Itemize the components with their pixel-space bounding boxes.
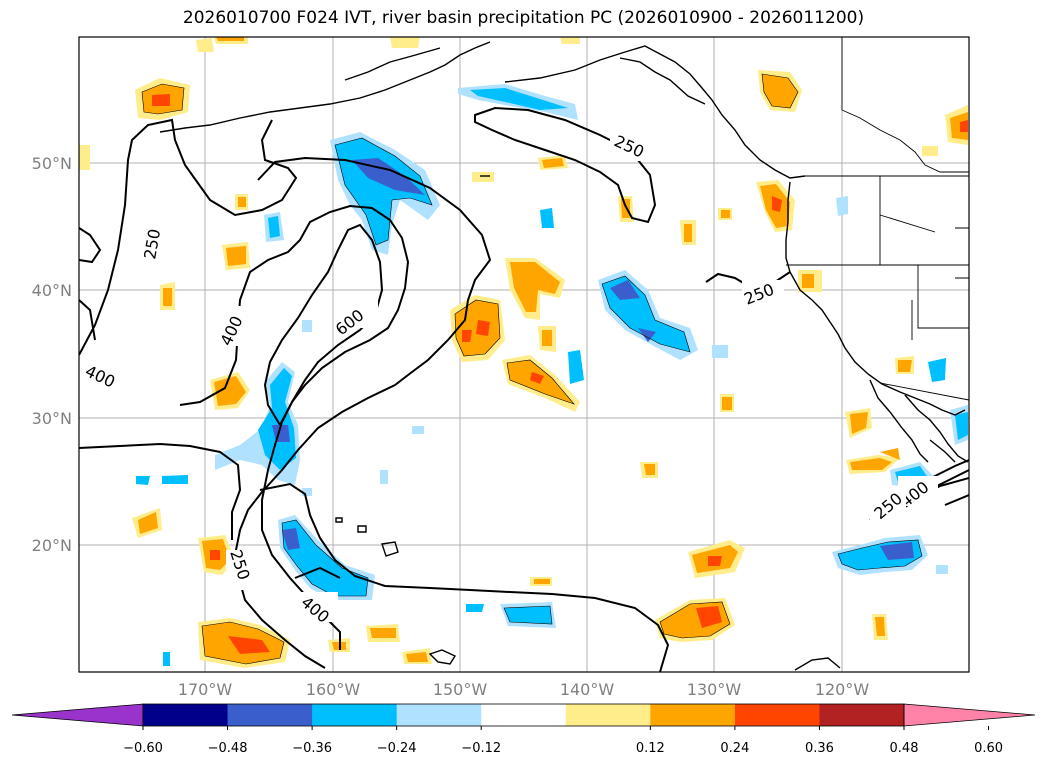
- lon-label-160w: 160°W: [306, 680, 361, 699]
- political-borders: [786, 37, 969, 401]
- ivt-contour-400-mid: [259, 482, 670, 672]
- coast-alaska: [504, 45, 806, 179]
- colorbar-segment: [734, 704, 820, 726]
- lon-label-150w: 150°W: [433, 680, 488, 699]
- coastlines: [159, 41, 969, 671]
- colorbar-tick-label: 0.48: [890, 741, 919, 756]
- colorbar-segment: [143, 704, 229, 726]
- colorbar-segment: [565, 704, 651, 726]
- map-frame: [78, 36, 970, 673]
- positive-anomaly-shading: [79, 37, 968, 668]
- colorbar-extend-high: [903, 703, 1036, 727]
- lat-label-40n: 40°N: [32, 281, 72, 300]
- colorbar-tick-label: 0.36: [805, 741, 834, 756]
- lon-label-140w: 140°W: [560, 680, 615, 699]
- ivt-contour-600: [263, 223, 384, 426]
- colorbar-tick-label: −0.12: [461, 741, 501, 756]
- ivt-contour-400-west: [79, 227, 102, 264]
- colorbar-tick-label: 0.60: [974, 741, 1003, 756]
- ivt-contour-250-northeast: [474, 106, 657, 224]
- colorbar: −0.60 −0.48 −0.36 −0.24 −0.12 0.12 0.24 0.36 0.4…: [11, 703, 1036, 756]
- ivt-contour-400: [179, 204, 410, 650]
- anomaly-outlines: [141, 73, 923, 665]
- lon-label-120w: 120°W: [815, 680, 870, 699]
- colorbar-frame: [142, 703, 905, 727]
- coast-baja: [869, 379, 929, 463]
- colorbar-segment: [650, 704, 736, 726]
- coast-aleutians: [159, 41, 491, 133]
- longitude-labels: 170°W 160°W 150°W 140°W 130°W 120°W: [178, 680, 870, 699]
- latitude-labels: 50°N 40°N 30°N 20°N: [32, 154, 72, 555]
- plot-title: 2026010700 F024 IVT, river basin precipi…: [182, 8, 865, 28]
- colorbar-extend-low: [11, 703, 144, 727]
- colorbar-tick-label: −0.24: [377, 741, 417, 756]
- colorbar-tick-label: −0.36: [292, 741, 332, 756]
- colorbar-segment: [396, 704, 482, 726]
- map-background: [79, 37, 969, 672]
- colorbar-tick-label: 0.24: [720, 741, 749, 756]
- lon-label-130w: 130°W: [687, 680, 742, 699]
- lon-label-170w: 170°W: [178, 680, 233, 699]
- contour-labels: 250 400 400 600 250 250 400 250 400 250: [82, 131, 938, 627]
- border-canada-alaska: [841, 37, 969, 173]
- lat-label-30n: 30°N: [32, 409, 72, 428]
- ivt-contour-250-west: [79, 118, 298, 356]
- colorbar-segment: [227, 704, 313, 726]
- colorbar-tick-label: −0.48: [208, 741, 248, 756]
- colorbar-segment: [819, 704, 905, 726]
- lat-label-20n: 20°N: [32, 536, 72, 555]
- colorbar-tick-label: −0.60: [123, 741, 163, 756]
- coast-hawaii: [381, 541, 399, 557]
- coast-us-west: [785, 181, 966, 416]
- colorbar-tick-label: 0.12: [636, 741, 665, 756]
- colorbar-segment: [481, 704, 567, 726]
- lat-label-50n: 50°N: [32, 154, 72, 173]
- colorbar-segment: [312, 704, 398, 726]
